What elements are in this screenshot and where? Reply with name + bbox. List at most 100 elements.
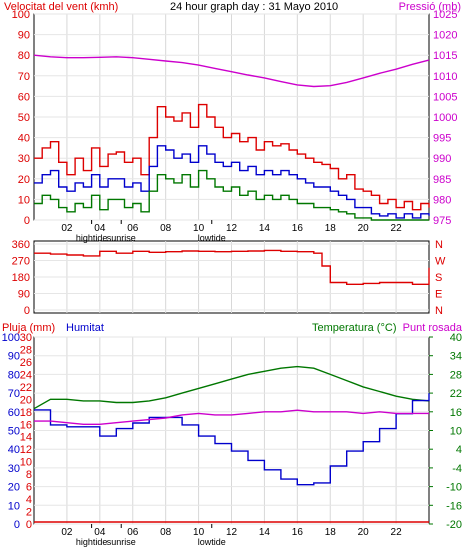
direction-degree-tick: 360 xyxy=(12,239,30,251)
direction-degree-tick: 180 xyxy=(12,272,30,284)
rain-tick: 2 xyxy=(26,507,32,519)
wind-speed-tick: 80 xyxy=(18,50,30,62)
wind-speed-tick: 90 xyxy=(18,30,30,42)
hour-tick: 20 xyxy=(358,527,370,538)
rain-tick: 16 xyxy=(20,419,32,431)
wind-speed-tick: 100 xyxy=(12,9,30,21)
series-line xyxy=(33,54,430,88)
pressure-tick: 1015 xyxy=(433,50,457,62)
humidity-tick: 10 xyxy=(8,500,20,512)
wind-speed-tick: 50 xyxy=(18,112,30,124)
hour-tick: 02 xyxy=(61,223,73,234)
direction-degree-tick: 270 xyxy=(12,256,30,268)
temp-panel-series xyxy=(33,365,430,523)
rain-tick: 30 xyxy=(20,332,32,344)
direction-panel-series xyxy=(34,249,430,285)
wind-speed-tick: 30 xyxy=(18,153,30,165)
humidity-tick: 80 xyxy=(8,369,20,381)
pressure-tick: 1005 xyxy=(433,91,457,103)
tide-marker-label: lowtide xyxy=(198,233,226,243)
wind-speed-tick: 60 xyxy=(18,91,30,103)
rain-tick: 12 xyxy=(20,444,32,456)
pressure-tick: 975 xyxy=(433,215,451,227)
rain-tick: 18 xyxy=(20,407,32,419)
humidity-tick: 0 xyxy=(14,519,20,531)
direction-compass-tick: N xyxy=(435,239,443,251)
hour-tick: 06 xyxy=(127,223,139,234)
series-line xyxy=(34,409,429,425)
rain-tick: 4 xyxy=(26,494,32,506)
wind-speed-axis-label: Velocitat del vent (kmh) xyxy=(4,1,118,13)
hour-tick: 12 xyxy=(226,527,238,538)
tide-marker-label: sunrise xyxy=(107,233,136,243)
hour-tick: 20 xyxy=(358,223,370,234)
hour-tick: 14 xyxy=(259,223,271,234)
pressure-tick: 1025 xyxy=(433,9,457,21)
temperature-tick: -4 xyxy=(452,463,462,475)
temperature-tick: 28 xyxy=(450,369,462,381)
hour-tick: 08 xyxy=(160,527,172,538)
temperature-tick: 16 xyxy=(450,407,462,419)
hour-tick: 22 xyxy=(391,223,403,234)
direction-compass-tick: W xyxy=(435,256,446,268)
wind-panel-series xyxy=(33,54,430,221)
pressure-tick: 1020 xyxy=(433,30,457,42)
rain-tick: 14 xyxy=(20,432,32,444)
rain-tick: 6 xyxy=(26,482,32,494)
humidity-tick: 30 xyxy=(8,463,20,475)
wind-speed-tick: 70 xyxy=(18,71,30,83)
hour-tick: 16 xyxy=(292,223,304,234)
tide-marker-label: lowtide xyxy=(198,537,226,547)
pressure-tick: 1000 xyxy=(433,112,457,124)
temperature-tick: 10 xyxy=(450,426,462,438)
direction-compass-tick: N xyxy=(435,305,443,317)
temperature-tick: -16 xyxy=(446,500,462,512)
pressure-tick: 995 xyxy=(433,133,451,145)
tide-marker-label: hightide xyxy=(76,233,108,243)
pressure-tick: 990 xyxy=(433,153,451,165)
hour-tick: 06 xyxy=(127,527,139,538)
wind-speed-tick: 20 xyxy=(18,174,30,186)
hour-tick: 12 xyxy=(226,223,238,234)
temperature-tick: 4 xyxy=(456,444,462,456)
wind-speed-tick: 10 xyxy=(18,194,30,206)
direction-degree-tick: 0 xyxy=(24,305,30,317)
series-line xyxy=(34,145,430,219)
tide-marker-label: sunrise xyxy=(107,537,136,547)
humidity-tick: 60 xyxy=(8,407,20,419)
hour-tick: 10 xyxy=(193,223,205,234)
direction-panel-grid xyxy=(34,241,429,313)
temperature-axis-label: Temperatura (°C) xyxy=(312,322,396,334)
rain-tick: 20 xyxy=(20,394,32,406)
humidity-tick: 40 xyxy=(8,444,20,456)
chart-title: 24 hour graph day : 31 Mayo 2010 xyxy=(170,1,338,13)
hour-tick: 04 xyxy=(94,527,106,538)
temperature-tick: 40 xyxy=(450,332,462,344)
temperature-tick: 34 xyxy=(450,351,462,363)
direction-compass-tick: S xyxy=(435,272,442,284)
hour-tick: 04 xyxy=(94,223,106,234)
tide-marker-label: hightide xyxy=(76,537,108,547)
humidity-tick: 50 xyxy=(8,426,20,438)
pressure-tick: 985 xyxy=(433,174,451,186)
hour-tick: 22 xyxy=(391,527,403,538)
series-line xyxy=(34,249,430,285)
humidity-axis-label: Humitat xyxy=(66,322,104,334)
series-line xyxy=(33,365,430,410)
rain-tick: 28 xyxy=(20,344,32,356)
humidity-tick: 100 xyxy=(2,332,20,344)
temperature-tick: -10 xyxy=(446,482,462,494)
pressure-axis-label: Pressió (mb) xyxy=(399,1,461,13)
direction-degree-tick: 90 xyxy=(18,289,30,301)
series-line xyxy=(34,103,430,211)
rain-axis-label: Pluja (mm) xyxy=(2,322,55,334)
series-line xyxy=(34,169,429,221)
rain-tick: 26 xyxy=(20,357,32,369)
rain-tick: 22 xyxy=(20,382,32,394)
hour-tick: 02 xyxy=(61,527,73,538)
humidity-tick: 90 xyxy=(8,351,20,363)
axis-tick-labels: 0102030405060708090100975980985990995100… xyxy=(2,9,462,547)
rain-tick: 24 xyxy=(20,369,32,381)
